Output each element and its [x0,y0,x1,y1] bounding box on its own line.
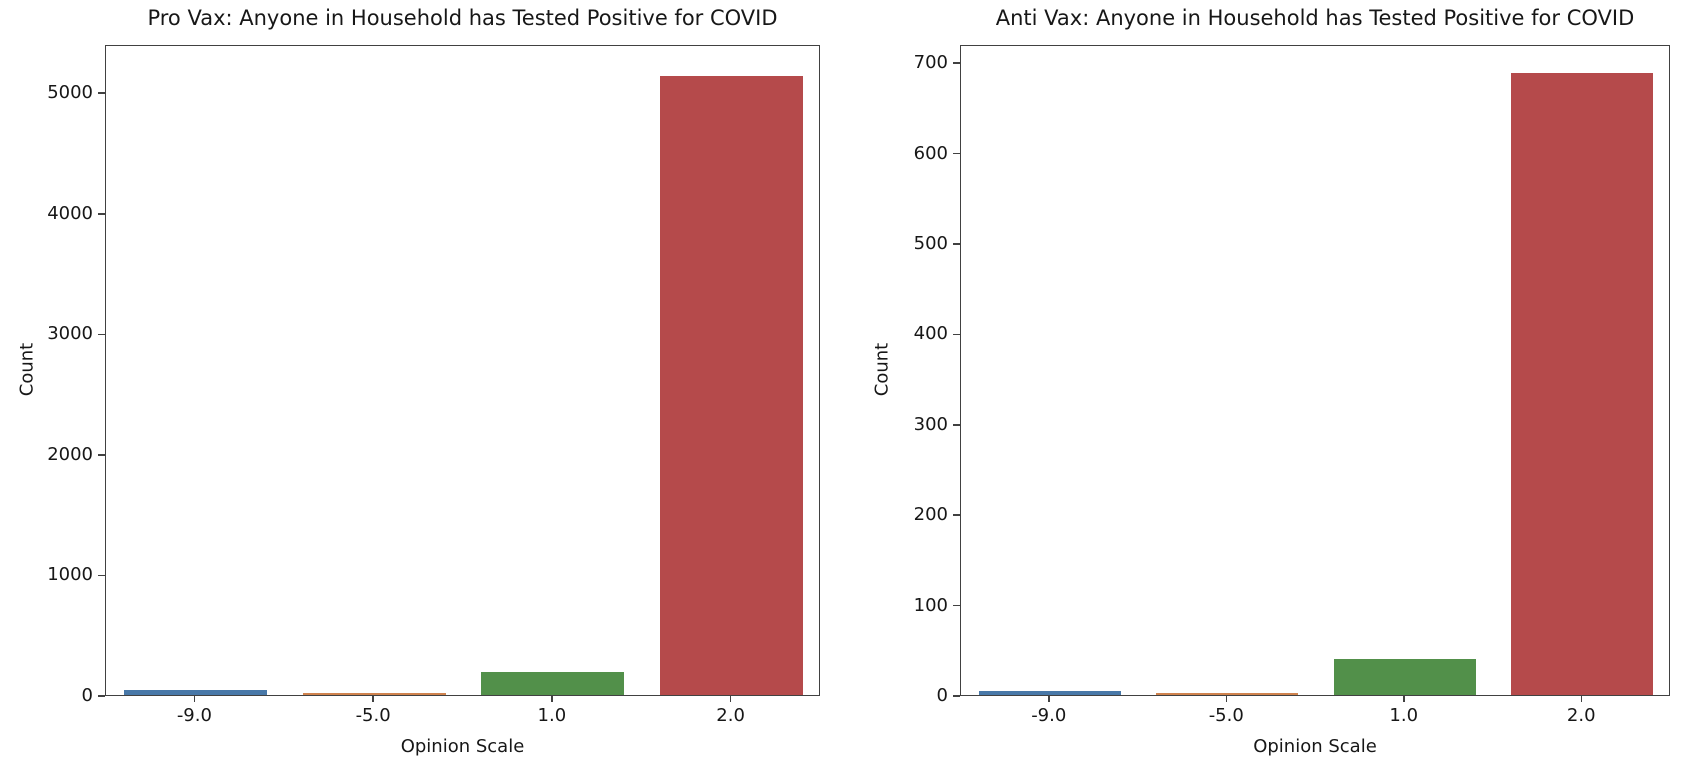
chart-title: Anti Vax: Anyone in Household has Tested… [995,6,1635,30]
x-tick-label: -5.0 [1208,705,1244,726]
y-tick-label: 200 [913,504,948,526]
x-tick-label: 1.0 [1389,705,1419,726]
chart-title: Pro Vax: Anyone in Household has Tested … [147,6,778,30]
x-tick-mark [193,696,196,702]
x-axis-label: Opinion Scale [1253,736,1377,757]
x-tick-mark [551,696,553,702]
x-tick-mark [1225,696,1227,702]
y-tick-mark [98,454,105,456]
x-tick-label: 2.0 [1566,705,1596,726]
y-tick-label: 1000 [47,564,93,586]
y-tick-mark [98,92,105,94]
bar-1.0 [1333,658,1476,695]
x-tick-mark [372,696,374,702]
x-tick-mark [1048,696,1050,702]
y-tick-mark [953,424,960,426]
y-tick-mark [98,333,105,336]
y-tick-label: 2000 [47,443,93,465]
y-tick-label: 300 [913,413,948,435]
x-tick-label: 1.0 [537,705,567,726]
bar-2.0 [1511,72,1654,695]
x-tick-mark [1580,696,1582,702]
y-tick-label: 600 [913,142,948,164]
bar-1.0 [481,672,625,695]
y-tick-mark [98,695,105,697]
x-tick-label: -5.0 [355,705,391,726]
y-tick-mark [953,514,960,516]
y-tick-label: 0 [936,685,948,706]
y-tick-label: 0 [81,685,93,706]
x-tick-label: -9.0 [176,705,212,726]
plot-area [105,45,820,696]
y-tick-label: 3000 [47,323,93,345]
y-tick-mark [98,213,105,215]
y-tick-mark [953,62,960,64]
plot-area [960,45,1670,696]
bar--9.0 [978,690,1121,695]
bar--9.0 [123,690,267,695]
y-tick-mark [953,695,960,697]
y-tick-label: 700 [913,52,948,74]
y-tick-label: 400 [913,323,948,345]
x-tick-mark [1403,696,1405,702]
x-tick-mark [729,696,732,702]
y-tick-label: 500 [913,232,948,254]
y-tick-mark [953,604,960,607]
y-tick-label: 100 [913,594,948,616]
y-tick-label: 4000 [47,202,93,224]
y-tick-label: 5000 [47,82,93,104]
x-tick-label: 2.0 [716,705,745,726]
x-tick-label: -9.0 [1031,705,1067,726]
bar--5.0 [1156,693,1299,695]
y-tick-mark [953,333,960,336]
y-tick-mark [953,152,960,155]
bar--5.0 [302,692,446,695]
x-axis-label: Opinion Scale [400,736,525,757]
y-tick-mark [953,243,960,245]
bar-2.0 [660,75,804,695]
y-tick-mark [98,574,105,577]
